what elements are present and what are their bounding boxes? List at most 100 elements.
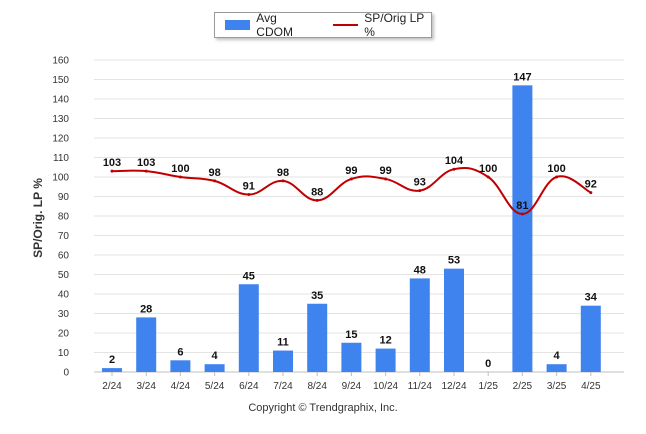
bar-value-label: 48 — [414, 264, 426, 276]
legend-line-swatch-icon — [332, 24, 359, 26]
line-value-label: 98 — [277, 167, 289, 179]
y-tick-label: 90 — [58, 192, 70, 203]
data-labels: 2 28 6 4 45 11 35 15 12 48 53 0 147 4 34 103 103 100 98 91 9… — [103, 71, 598, 370]
bar-value-label: 0 — [485, 358, 491, 370]
y-tick-label: 80 — [58, 212, 70, 223]
bar[interactable] — [170, 360, 191, 372]
line-point — [486, 175, 490, 179]
y-tick-label: 110 — [53, 153, 69, 164]
line-point — [384, 177, 388, 181]
line-value-label: 100 — [547, 163, 565, 175]
x-tick-label: 12/24 — [441, 381, 466, 392]
line-value-label: 98 — [208, 167, 220, 179]
x-tick-label: 7/24 — [273, 381, 293, 392]
bar[interactable] — [375, 348, 396, 372]
bar[interactable] — [273, 350, 293, 372]
bar[interactable] — [580, 305, 601, 372]
x-tick-label: 11/24 — [408, 381, 433, 392]
bar[interactable] — [238, 284, 259, 372]
line-point — [349, 177, 353, 181]
line-series — [110, 167, 593, 216]
legend-item-line[interactable]: SP/Orig LP % — [332, 11, 431, 39]
line-value-label: 91 — [243, 181, 255, 193]
x-tick-label: 2/24 — [102, 381, 122, 392]
line-value-label: 100 — [171, 163, 189, 175]
y-tick-label: 140 — [52, 95, 69, 106]
bar[interactable] — [102, 368, 122, 372]
bar-value-label: 12 — [379, 335, 391, 347]
bar-value-label: 4 — [554, 350, 561, 362]
bar[interactable] — [409, 278, 430, 372]
x-tick-label: 2/25 — [513, 381, 533, 392]
line-value-label: 88 — [311, 186, 323, 198]
bar-value-label: 2 — [109, 354, 115, 366]
y-tick-label: 160 — [52, 56, 69, 67]
y-tick-label: 0 — [63, 368, 69, 379]
bar[interactable] — [512, 85, 533, 372]
bar[interactable] — [341, 342, 362, 372]
y-tick-label: 150 — [52, 75, 69, 86]
x-tick-label: 3/24 — [136, 381, 156, 392]
line-point — [110, 169, 114, 173]
x-tick-label: 6/24 — [239, 381, 259, 392]
legend-line-label: SP/Orig LP % — [364, 11, 425, 39]
x-tick-label: 4/24 — [171, 381, 191, 392]
bar-value-label: 11 — [277, 337, 289, 349]
bar[interactable] — [204, 364, 225, 372]
bar-value-label: 6 — [177, 346, 183, 358]
line-value-label: 93 — [414, 177, 426, 189]
line-point — [418, 189, 422, 193]
line-value-label: 99 — [379, 165, 391, 177]
line-point — [213, 179, 217, 183]
line-point — [178, 175, 182, 179]
line-point — [589, 191, 593, 195]
bar-value-label: 4 — [212, 350, 219, 362]
x-tick-label: 10/24 — [373, 381, 398, 392]
y-tick-label: 40 — [58, 290, 70, 301]
x-tick-label: 3/25 — [547, 381, 567, 392]
y-axis-ticks: 0 10 20 30 40 50 60 70 80 90 100 110 120 130 140 150 160 — [52, 56, 69, 379]
bar-series — [102, 85, 601, 372]
line-point — [452, 167, 456, 171]
bar[interactable] — [546, 364, 567, 372]
bar-value-label: 147 — [513, 71, 531, 83]
line-point — [315, 198, 319, 202]
y-tick-label: 20 — [58, 329, 70, 340]
line-point — [555, 175, 559, 179]
x-tick-label: 8/24 — [307, 381, 327, 392]
x-axis-ticks: 2/24 3/24 4/24 5/24 6/24 7/24 8/24 9/24 10/24 11/… — [102, 372, 601, 392]
line-value-label: 81 — [516, 200, 528, 212]
y-tick-label: 60 — [58, 251, 70, 262]
line-value-label: 99 — [345, 165, 357, 177]
y-tick-label: 50 — [58, 270, 70, 281]
bar[interactable] — [307, 303, 328, 372]
legend: Avg CDOM SP/Orig LP % — [214, 11, 432, 39]
y-tick-label: 100 — [52, 173, 69, 184]
line-value-label: 103 — [103, 157, 121, 169]
y-tick-label: 120 — [52, 134, 69, 145]
legend-bar-label: Avg CDOM — [256, 11, 293, 39]
y-tick-label: 70 — [58, 231, 70, 242]
y-tick-label: 130 — [52, 114, 69, 125]
bar-value-label: 34 — [585, 292, 598, 304]
line-point — [520, 212, 524, 216]
line-value-label: 103 — [137, 157, 155, 169]
legend-bar-swatch-icon — [225, 20, 251, 30]
line-value-label: 100 — [479, 163, 497, 175]
x-tick-label: 1/25 — [478, 381, 498, 392]
y-tick-label: 10 — [58, 348, 70, 359]
bar-value-label: 53 — [448, 255, 460, 267]
bar[interactable] — [136, 317, 157, 372]
line-value-label: 104 — [445, 155, 464, 167]
x-tick-label: 4/25 — [581, 381, 601, 392]
y-tick-label: 30 — [58, 309, 70, 320]
bar-value-label: 15 — [345, 329, 357, 341]
legend-item-bar[interactable]: Avg CDOM — [225, 11, 311, 39]
copyright-text: Copyright © Trendgraphix, Inc. — [248, 402, 398, 414]
bar[interactable] — [444, 268, 464, 372]
bar-value-label: 35 — [311, 290, 323, 302]
line-point — [144, 169, 148, 173]
bar-value-label: 28 — [140, 303, 152, 315]
line-value-label: 92 — [585, 179, 597, 191]
